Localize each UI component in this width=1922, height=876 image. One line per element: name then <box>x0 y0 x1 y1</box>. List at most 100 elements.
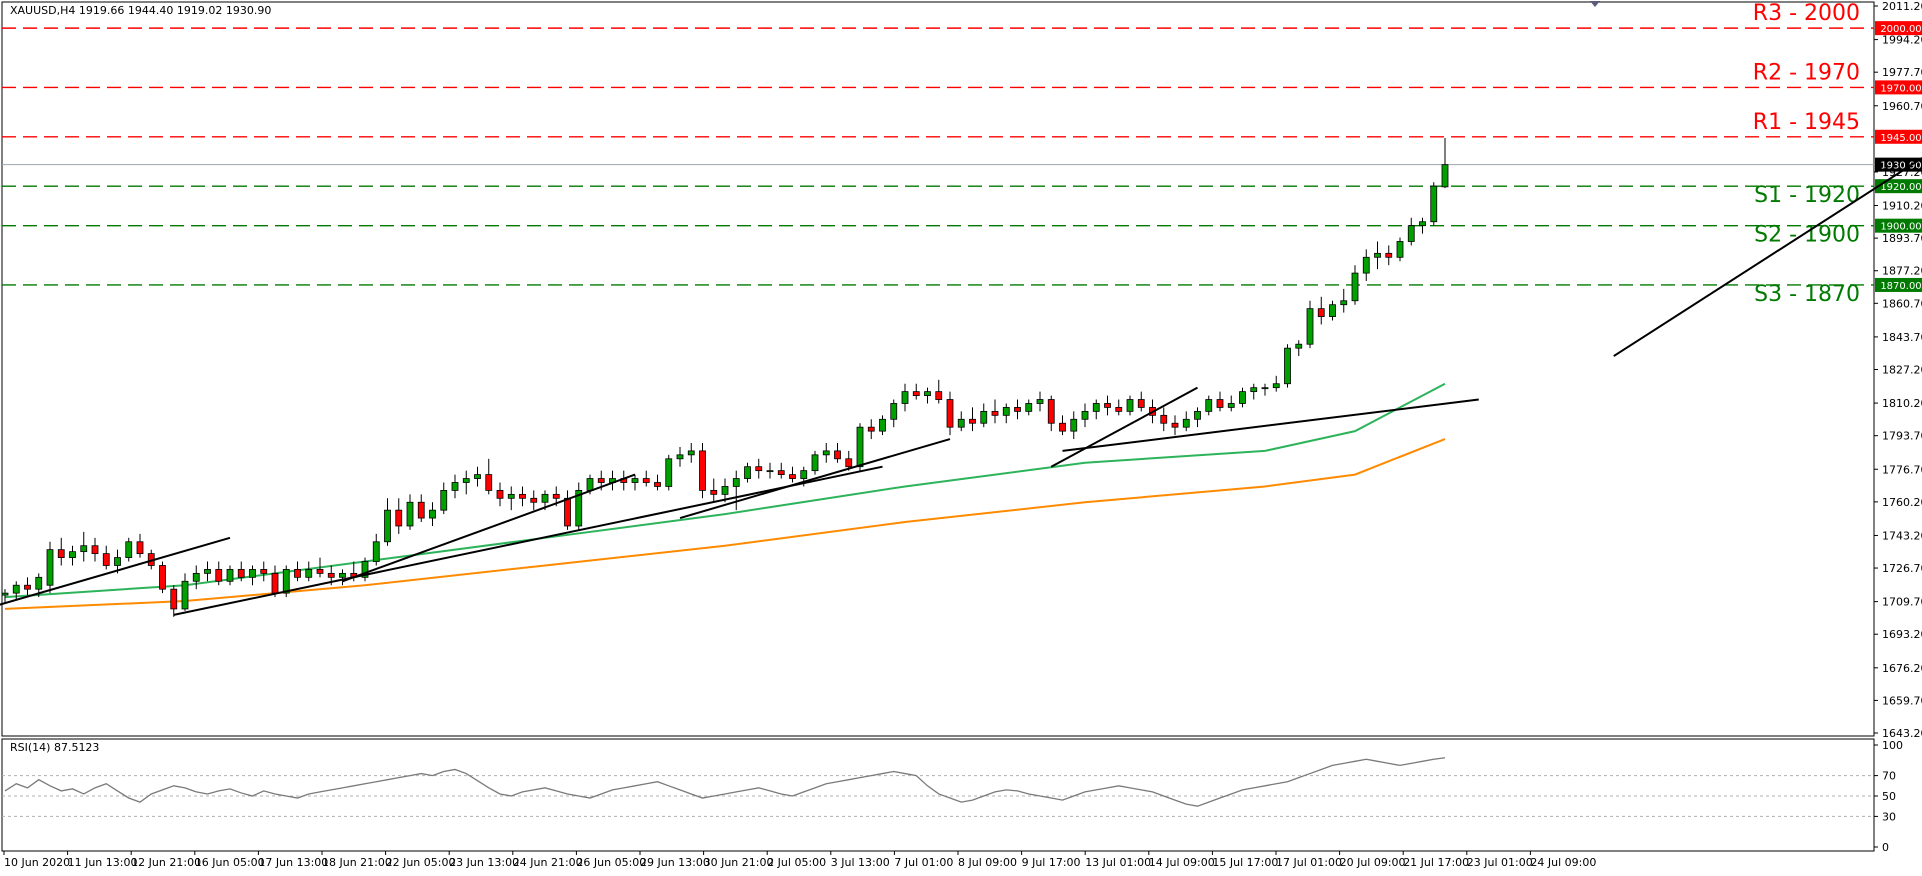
last-price-label: 1930.90 <box>1880 161 1921 172</box>
candle-body <box>485 474 493 491</box>
candle-body <box>699 450 706 491</box>
y-tick-label: 1977.70 <box>1882 66 1922 79</box>
candle-body <box>406 501 414 527</box>
candle-body <box>586 478 594 491</box>
candle-body <box>946 399 954 428</box>
candle-body <box>519 493 526 499</box>
candle-body <box>57 549 65 558</box>
candle-body <box>305 569 313 578</box>
candle-body <box>1025 403 1033 412</box>
ma-slow-line <box>4 438 1446 610</box>
candle-body <box>24 584 31 590</box>
candle-body <box>1081 410 1089 420</box>
candle-body <box>1047 399 1055 424</box>
price-axis[interactable]: 2011.20 1994.20 1977.70 1960.70 1927.20 1910.… <box>1874 0 1922 740</box>
y-tick-label: 1910.20 <box>1882 200 1922 213</box>
level-price-tag <box>1875 218 1922 233</box>
candle-body <box>1059 422 1066 432</box>
x-tick-label: 13 Jul 01:00 <box>1085 856 1151 869</box>
candle-body <box>912 391 920 396</box>
candle-body <box>226 569 234 582</box>
last-price-tag <box>1875 157 1922 172</box>
candle-body <box>1070 418 1078 432</box>
candle-body <box>12 584 20 594</box>
candle-body <box>800 470 808 479</box>
candle-body <box>1227 403 1235 408</box>
rsi-tick-label: 70 <box>1882 770 1896 783</box>
trendline <box>173 465 883 616</box>
level-name-label: S2 - 1900 <box>1754 223 1860 248</box>
candle-body <box>260 569 268 574</box>
y-tick-label: 1793.70 <box>1882 430 1922 443</box>
x-tick-label: 29 Jun 13:00 <box>640 856 710 869</box>
candle-body <box>575 490 583 527</box>
candle-body <box>1430 185 1438 223</box>
candle-body <box>721 486 729 495</box>
x-tick-label: 16 Jun 05:00 <box>195 856 265 869</box>
candle-body <box>282 569 290 594</box>
candles <box>1 137 1449 617</box>
y-tick-label: 1893.70 <box>1882 232 1922 245</box>
x-tick-label: 8 Jul 09:00 <box>958 856 1017 869</box>
candle-body <box>136 541 144 555</box>
candle-body <box>856 426 864 468</box>
candle-body <box>1 592 9 596</box>
y-tick-label: 1827.20 <box>1882 364 1922 377</box>
candle-body <box>417 501 425 519</box>
trendline <box>342 473 636 583</box>
candle-body <box>924 391 931 396</box>
y-tick-label: 1776.70 <box>1882 463 1922 476</box>
candle-body <box>91 545 99 555</box>
candle-body <box>125 541 133 558</box>
y-tick-label: 1659.70 <box>1882 694 1922 707</box>
candle-body <box>1194 410 1201 420</box>
candle-body <box>744 466 751 479</box>
candle-body <box>687 450 695 456</box>
candle-body <box>766 470 774 473</box>
candle-body <box>1362 256 1370 274</box>
y-tick-label: 1810.20 <box>1882 397 1922 410</box>
candle-body <box>665 458 673 487</box>
candle-body <box>732 478 740 487</box>
candle-body <box>1295 343 1303 349</box>
y-tick-label: 1760.20 <box>1882 496 1922 509</box>
x-tick-label: 3 Jul 13:00 <box>831 856 890 869</box>
candle-body <box>80 545 88 553</box>
candle-body <box>192 572 200 582</box>
candle-body <box>845 458 853 468</box>
candle-body <box>890 403 898 420</box>
candle-body <box>1126 399 1134 412</box>
shift-marker-icon[interactable] <box>1590 1 1600 7</box>
candle-body <box>822 450 830 456</box>
level-name-label: S1 - 1920 <box>1754 183 1860 208</box>
level-name-label: R2 - 1970 <box>1753 60 1860 85</box>
candle-body <box>1396 241 1404 258</box>
candle-body <box>564 497 571 527</box>
x-tick-label: 20 Jul 09:00 <box>1340 856 1406 869</box>
level-price-label: 1945.00 <box>1880 133 1921 144</box>
x-tick-label: 21 Jul 17:00 <box>1403 856 1469 869</box>
candle-body <box>1419 221 1426 227</box>
candle-body <box>834 450 841 460</box>
candle-body <box>249 569 256 578</box>
chart-frames <box>1 1 1875 852</box>
candle-body <box>935 391 943 400</box>
candle-body <box>1002 407 1010 416</box>
candle-body <box>339 572 346 578</box>
candle-body <box>631 478 639 483</box>
x-tick-label: 17 Jun 13:00 <box>258 856 328 869</box>
y-tick-label: 1676.20 <box>1882 662 1922 675</box>
y-tick-label: 1709.70 <box>1882 596 1922 609</box>
candle-body <box>1171 422 1179 428</box>
trendline <box>679 438 951 520</box>
rsi-tick-label: 100 <box>1882 739 1903 752</box>
candle-body <box>789 474 796 479</box>
candle-body <box>1329 304 1336 317</box>
candle-body <box>777 470 785 475</box>
candle-body <box>1205 399 1213 412</box>
x-tick-label: 2 Jul 05:00 <box>767 856 826 869</box>
candle-body <box>204 569 211 574</box>
trendlines <box>0 157 1922 616</box>
